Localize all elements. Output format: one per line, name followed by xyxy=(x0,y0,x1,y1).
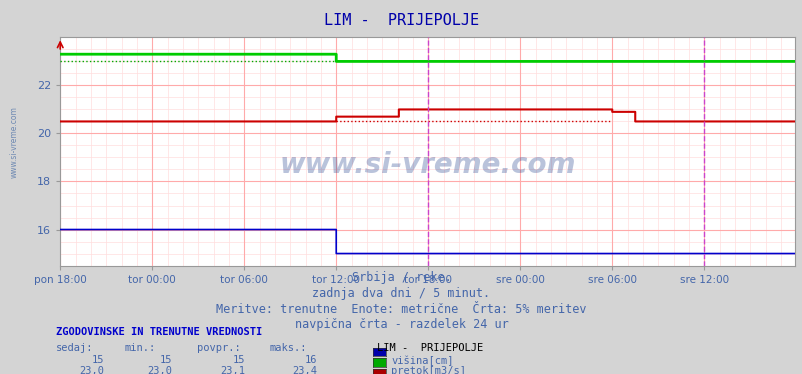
Text: www.si-vreme.com: www.si-vreme.com xyxy=(10,106,18,178)
Text: 23,4: 23,4 xyxy=(292,366,317,374)
Text: LIM -  PRIJEPOLJE: LIM - PRIJEPOLJE xyxy=(377,343,483,353)
Text: maks.:: maks.: xyxy=(269,343,306,353)
Text: 15: 15 xyxy=(232,355,245,365)
Text: 16: 16 xyxy=(304,355,317,365)
Text: Meritve: trenutne  Enote: metrične  Črta: 5% meritev: Meritve: trenutne Enote: metrične Črta: … xyxy=(216,303,586,316)
Text: ZGODOVINSKE IN TRENUTNE VREDNOSTI: ZGODOVINSKE IN TRENUTNE VREDNOSTI xyxy=(56,327,262,337)
Text: 15: 15 xyxy=(91,355,104,365)
Text: 23,1: 23,1 xyxy=(220,366,245,374)
Text: 23,0: 23,0 xyxy=(79,366,104,374)
Text: www.si-vreme.com: www.si-vreme.com xyxy=(279,151,575,179)
Text: LIM -  PRIJEPOLJE: LIM - PRIJEPOLJE xyxy=(323,13,479,28)
Text: navpična črta - razdelek 24 ur: navpična črta - razdelek 24 ur xyxy=(294,318,508,331)
Text: višina[cm]: višina[cm] xyxy=(391,355,453,366)
Text: Srbija / reke.: Srbija / reke. xyxy=(351,271,451,284)
Text: 23,0: 23,0 xyxy=(148,366,172,374)
Text: povpr.:: povpr.: xyxy=(196,343,240,353)
Text: zadnja dva dni / 5 minut.: zadnja dva dni / 5 minut. xyxy=(312,287,490,300)
Text: min.:: min.: xyxy=(124,343,156,353)
Text: 15: 15 xyxy=(160,355,172,365)
Text: pretok[m3/s]: pretok[m3/s] xyxy=(391,366,465,374)
Text: sedaj:: sedaj: xyxy=(56,343,94,353)
